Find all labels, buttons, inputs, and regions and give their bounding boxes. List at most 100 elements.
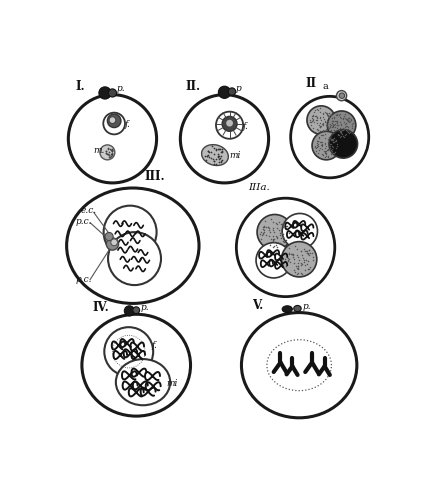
Point: [328, 119, 336, 127]
Point: [295, 265, 302, 273]
Point: [102, 146, 109, 154]
Point: [283, 252, 290, 260]
Point: [103, 146, 110, 154]
Point: [202, 152, 209, 160]
Point: [329, 120, 336, 128]
Text: f.: f.: [152, 341, 158, 350]
Point: [270, 235, 277, 243]
Point: [261, 222, 268, 230]
Point: [332, 136, 339, 143]
Point: [297, 262, 304, 270]
Point: [333, 120, 340, 128]
Circle shape: [327, 111, 356, 140]
Circle shape: [106, 238, 119, 250]
Point: [317, 122, 324, 130]
Point: [342, 114, 349, 122]
Circle shape: [219, 86, 230, 99]
Point: [276, 229, 283, 237]
Point: [320, 128, 327, 136]
Point: [258, 235, 265, 243]
Point: [333, 118, 340, 126]
Point: [283, 258, 290, 266]
Point: [320, 152, 327, 160]
Point: [344, 124, 351, 132]
Point: [307, 264, 314, 272]
Point: [328, 146, 335, 154]
Point: [327, 150, 334, 158]
Point: [316, 113, 323, 121]
Point: [300, 258, 307, 266]
Point: [321, 108, 328, 116]
Point: [306, 252, 313, 260]
Point: [316, 104, 323, 112]
Point: [344, 127, 351, 135]
Point: [295, 256, 302, 264]
Point: [327, 110, 334, 118]
Point: [333, 111, 340, 119]
Point: [330, 112, 337, 120]
Point: [215, 152, 222, 160]
Ellipse shape: [241, 312, 357, 418]
Point: [317, 114, 324, 122]
Point: [305, 266, 312, 274]
Point: [269, 218, 276, 226]
Point: [294, 264, 301, 272]
Point: [321, 153, 328, 161]
Point: [336, 118, 343, 126]
Point: [324, 144, 331, 152]
Point: [287, 258, 294, 266]
Point: [218, 158, 225, 166]
Point: [215, 153, 222, 161]
Point: [295, 269, 302, 277]
Point: [273, 220, 280, 228]
Point: [217, 154, 224, 162]
Point: [317, 124, 324, 132]
Point: [307, 116, 314, 124]
Point: [214, 150, 221, 158]
Point: [292, 242, 299, 250]
Point: [108, 150, 115, 158]
Point: [339, 126, 346, 134]
Point: [109, 147, 116, 155]
Point: [327, 120, 334, 128]
Point: [280, 223, 287, 231]
Point: [321, 115, 328, 123]
Point: [280, 222, 287, 230]
Point: [319, 121, 326, 129]
Point: [328, 140, 335, 147]
Point: [217, 152, 224, 160]
Point: [341, 112, 348, 120]
Point: [340, 132, 347, 140]
Point: [324, 146, 331, 154]
Point: [328, 142, 335, 150]
Point: [329, 149, 336, 157]
Point: [315, 126, 322, 134]
Point: [346, 128, 353, 136]
Point: [310, 108, 317, 116]
Point: [285, 250, 292, 258]
Point: [313, 116, 320, 124]
Point: [205, 151, 212, 159]
Point: [314, 137, 321, 145]
Point: [279, 232, 286, 240]
Point: [326, 140, 333, 148]
Point: [312, 142, 319, 150]
Point: [343, 114, 350, 122]
Point: [218, 148, 225, 156]
Point: [319, 144, 326, 152]
Point: [281, 219, 288, 227]
Point: [285, 254, 292, 262]
Point: [332, 111, 339, 119]
Point: [107, 150, 114, 158]
Ellipse shape: [68, 94, 157, 183]
Point: [330, 129, 337, 137]
Point: [290, 252, 297, 260]
Point: [333, 144, 340, 152]
Point: [323, 150, 330, 158]
Point: [322, 142, 329, 150]
Point: [325, 145, 332, 153]
Point: [333, 121, 340, 129]
Point: [277, 239, 284, 247]
Point: [334, 110, 341, 118]
Point: [337, 132, 344, 140]
